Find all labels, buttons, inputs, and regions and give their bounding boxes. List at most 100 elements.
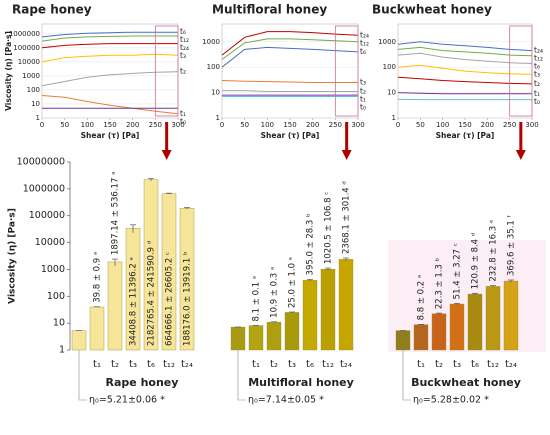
x-tick-label: t₂ bbox=[111, 359, 119, 370]
value-label: 664666.1 ± 26605.2 ᶜ bbox=[165, 252, 175, 346]
x-tick-label: t₂ bbox=[270, 359, 278, 370]
x-tick-label: 50 bbox=[60, 121, 69, 129]
bar bbox=[71, 330, 87, 351]
series-label: t₁₂ bbox=[180, 35, 189, 44]
eta0-leader bbox=[237, 350, 246, 401]
arrow-head bbox=[341, 150, 352, 160]
x-tick-label: t₂₄ bbox=[181, 359, 193, 370]
y-tick-label: 10 bbox=[211, 89, 220, 97]
x-tick-label: 200 bbox=[126, 121, 139, 129]
y-tick-label: 10000 bbox=[18, 58, 40, 66]
y-tick-label: 1000000 bbox=[9, 30, 40, 38]
eta0-label: η₀=5.28±0.02 * bbox=[413, 395, 489, 406]
series-line bbox=[397, 46, 533, 57]
y-axis-label: Viscosity (η) [Pa·s] bbox=[4, 31, 13, 111]
series-line bbox=[41, 35, 178, 42]
bar bbox=[248, 325, 264, 351]
bar bbox=[320, 268, 336, 351]
x-tick-label: 250 bbox=[503, 121, 516, 129]
y-tick-label: 1 bbox=[36, 114, 40, 122]
x-tick-label: 300 bbox=[171, 121, 184, 129]
x-tick-label: t₂₄ bbox=[505, 359, 517, 370]
series-line bbox=[41, 53, 179, 63]
x-tick-label: 250 bbox=[329, 121, 342, 129]
bar bbox=[338, 259, 354, 351]
y-tick-label: 100 bbox=[383, 63, 396, 71]
arrow-head bbox=[161, 150, 172, 160]
series-label: t₃ bbox=[534, 70, 540, 79]
x-tick-label: 250 bbox=[149, 121, 162, 129]
value-label: 232.8 ± 16.3 ᵉ bbox=[489, 219, 499, 281]
bar bbox=[449, 303, 465, 351]
group-name: Buckwheat honey bbox=[411, 376, 521, 389]
series-line bbox=[41, 43, 178, 49]
group-name: Rape honey bbox=[106, 376, 179, 389]
bar bbox=[413, 324, 429, 351]
value-label: 1897.14 ± 536.17 ᵃ bbox=[111, 172, 121, 255]
series-line bbox=[221, 80, 358, 83]
value-label: 10.9 ± 0.3 ᵃ bbox=[270, 267, 280, 318]
x-tick-label: 0 bbox=[396, 121, 400, 129]
y-tick-label: 1000 bbox=[378, 38, 396, 46]
series-line bbox=[397, 76, 533, 85]
x-tick-label: t₁₂ bbox=[163, 359, 175, 370]
x-tick-label: t₃ bbox=[129, 359, 137, 370]
value-label: 2368.1 ± 301.4 ᵈ bbox=[342, 181, 352, 254]
series-line bbox=[397, 64, 533, 75]
x-tick-label: 100 bbox=[436, 121, 449, 129]
y-tick-label: 1000 bbox=[202, 38, 220, 46]
bar bbox=[107, 261, 123, 351]
series-label: t₁₂ bbox=[360, 38, 369, 47]
x-tick-label: t₁ bbox=[93, 359, 101, 370]
x-tick-label: t₃ bbox=[288, 359, 296, 370]
series-label: t₂ bbox=[180, 67, 186, 76]
value-label: 8.1 ± 0.1 ᵃ bbox=[252, 276, 262, 322]
value-label: 188176.0 ± 13919.1 ᵇ bbox=[183, 251, 193, 346]
y-tick-label: 100000 bbox=[29, 210, 65, 221]
group-bg bbox=[388, 240, 546, 352]
x-tick-label: t₁₂ bbox=[487, 359, 499, 370]
y-tick-label: 1000000 bbox=[23, 183, 65, 194]
series-label: t₁₂ bbox=[534, 54, 543, 63]
bar bbox=[230, 326, 246, 351]
chart-title: Buckwheat honey bbox=[372, 3, 492, 17]
series-label: t₆ bbox=[180, 27, 186, 36]
x-tick-label: 150 bbox=[458, 121, 471, 129]
series-label: t₀ bbox=[534, 97, 540, 106]
x-tick-label: t₆ bbox=[147, 359, 155, 370]
y-tick-label: 10 bbox=[31, 100, 40, 108]
x-axis-label: Shear (τ) [Pa] bbox=[261, 131, 320, 140]
x-tick-label: 300 bbox=[351, 121, 364, 129]
value-label: 25.0 ± 1.0 ᵃ bbox=[288, 257, 298, 308]
eta0-label: η₀=5.21±0.06 * bbox=[89, 395, 165, 406]
x-tick-label: 200 bbox=[481, 121, 494, 129]
chart-title: Multifloral honey bbox=[212, 3, 327, 17]
series-label: t₃ bbox=[360, 77, 366, 86]
series-label: t₁ bbox=[360, 95, 366, 104]
x-tick-label: t₁₂ bbox=[322, 359, 334, 370]
x-tick-label: t₁ bbox=[252, 359, 260, 370]
y-tick-label: 100 bbox=[47, 291, 65, 302]
bar bbox=[266, 321, 282, 351]
y-tick-label: 10000 bbox=[35, 237, 65, 248]
series-label: t₃ bbox=[180, 51, 186, 60]
bar bbox=[503, 280, 519, 351]
y-tick-label: 100 bbox=[27, 86, 40, 94]
value-label: 22.3 ± 1.3 ᵇ bbox=[435, 257, 445, 309]
x-tick-label: t₆ bbox=[471, 359, 479, 370]
value-label: 1020.5 ± 106.8 ᶜ bbox=[324, 192, 334, 264]
x-axis-label: Shear (τ) [Pa] bbox=[436, 131, 495, 140]
x-tick-label: 50 bbox=[240, 121, 249, 129]
value-label: 51.4 ± 3.27 ᶜ bbox=[453, 243, 463, 299]
series-label: t₂₄ bbox=[534, 46, 543, 55]
value-label: 39.8 ± 0.9 ᵃ bbox=[93, 252, 103, 303]
x-tick-label: t₂ bbox=[435, 359, 443, 370]
series-line bbox=[41, 95, 179, 115]
value-label: 395.0 ± 28.3 ᵇ bbox=[306, 213, 316, 275]
highlight-box bbox=[334, 25, 359, 117]
x-tick-label: 150 bbox=[283, 121, 296, 129]
eta0-leader bbox=[78, 350, 87, 401]
y-axis-label: Viscosity (η) [Pa·s] bbox=[8, 208, 18, 304]
x-tick-label: 200 bbox=[306, 121, 319, 129]
